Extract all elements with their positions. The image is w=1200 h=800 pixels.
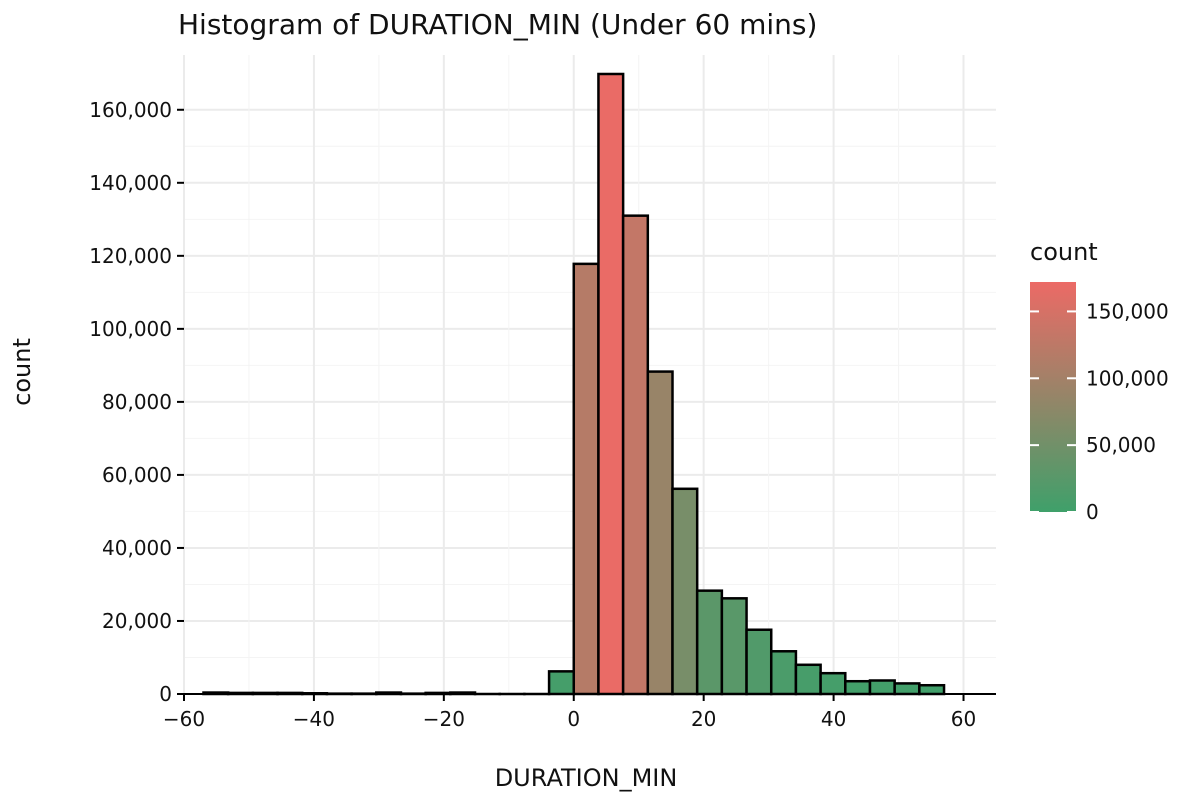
x-tick-label: −40 xyxy=(293,707,335,731)
histogram-bar xyxy=(918,683,946,696)
legend-ticks: 0 50,000 100,000 150,000 xyxy=(1030,299,1169,524)
y-axis-ticks: 0 20,000 40,000 60,000 80,000 100,000 120,000 1… xyxy=(89,98,184,706)
legend-tick-label: 0 xyxy=(1086,500,1099,524)
y-tick-label: 100,000 xyxy=(89,317,172,341)
histogram-bar xyxy=(695,589,724,696)
y-tick-label: 40,000 xyxy=(102,536,172,560)
histogram-bar xyxy=(819,671,847,696)
y-tick-label: 120,000 xyxy=(89,244,172,268)
legend-color-bar xyxy=(1030,282,1076,512)
x-tick-label: 60 xyxy=(951,707,976,731)
y-tick-label: 60,000 xyxy=(102,463,172,487)
histogram-bar xyxy=(547,670,576,696)
y-tick-label: 20,000 xyxy=(102,609,172,633)
x-tick-label: 20 xyxy=(691,707,716,731)
histogram-bar xyxy=(621,214,650,696)
y-tick-label: 160,000 xyxy=(89,98,172,122)
color-legend: count 0 50,000 100,000 150,000 xyxy=(1030,238,1169,524)
y-tick-label: 0 xyxy=(159,682,172,706)
x-axis-ticks: −60 −40 −20 0 20 40 60 xyxy=(163,694,976,731)
histogram-bar xyxy=(646,370,674,696)
histogram-bar xyxy=(671,487,699,696)
x-axis-title: DURATION_MIN xyxy=(495,764,678,792)
histogram-bar xyxy=(745,628,773,696)
legend-tick-label: 50,000 xyxy=(1086,433,1156,457)
histogram-bars xyxy=(202,72,946,696)
histogram-bar xyxy=(893,682,921,696)
histogram-bar xyxy=(769,650,798,696)
legend-tick-label: 150,000 xyxy=(1086,299,1169,323)
x-tick-label: 40 xyxy=(821,707,846,731)
y-axis-title: count xyxy=(8,338,36,406)
y-tick-label: 140,000 xyxy=(89,171,172,195)
y-tick-label: 80,000 xyxy=(102,390,172,414)
histogram-bar xyxy=(844,679,872,696)
histogram-bar xyxy=(597,72,625,696)
histogram-bar xyxy=(868,679,896,696)
x-tick-label: −20 xyxy=(423,707,465,731)
chart-title: Histogram of DURATION_MIN (Under 60 mins… xyxy=(178,8,817,41)
legend-tick-label: 100,000 xyxy=(1086,366,1169,390)
legend-title: count xyxy=(1030,238,1098,266)
x-tick-label: −60 xyxy=(163,707,205,731)
histogram-bar xyxy=(720,597,748,696)
x-tick-label: 0 xyxy=(567,707,580,731)
histogram-bar xyxy=(572,262,600,696)
histogram-bar xyxy=(794,663,822,696)
